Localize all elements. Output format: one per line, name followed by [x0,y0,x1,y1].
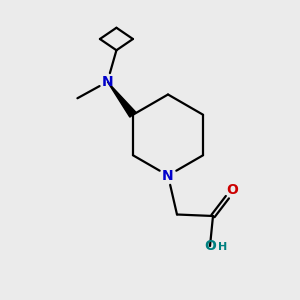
Text: H: H [218,242,227,253]
Text: N: N [162,169,174,182]
Text: O: O [204,239,216,253]
Polygon shape [107,82,136,117]
Text: N: N [102,75,113,89]
Text: O: O [226,184,238,197]
